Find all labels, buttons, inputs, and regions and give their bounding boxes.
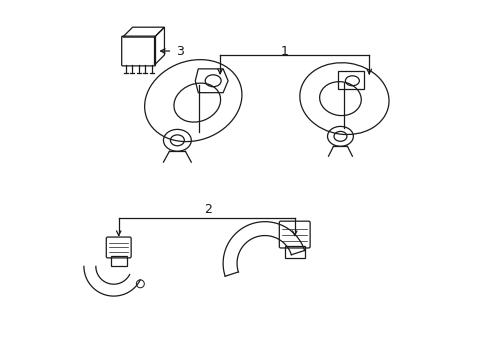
Text: 3: 3 <box>176 45 184 58</box>
Text: 2: 2 <box>204 203 212 216</box>
Text: 1: 1 <box>280 45 288 58</box>
